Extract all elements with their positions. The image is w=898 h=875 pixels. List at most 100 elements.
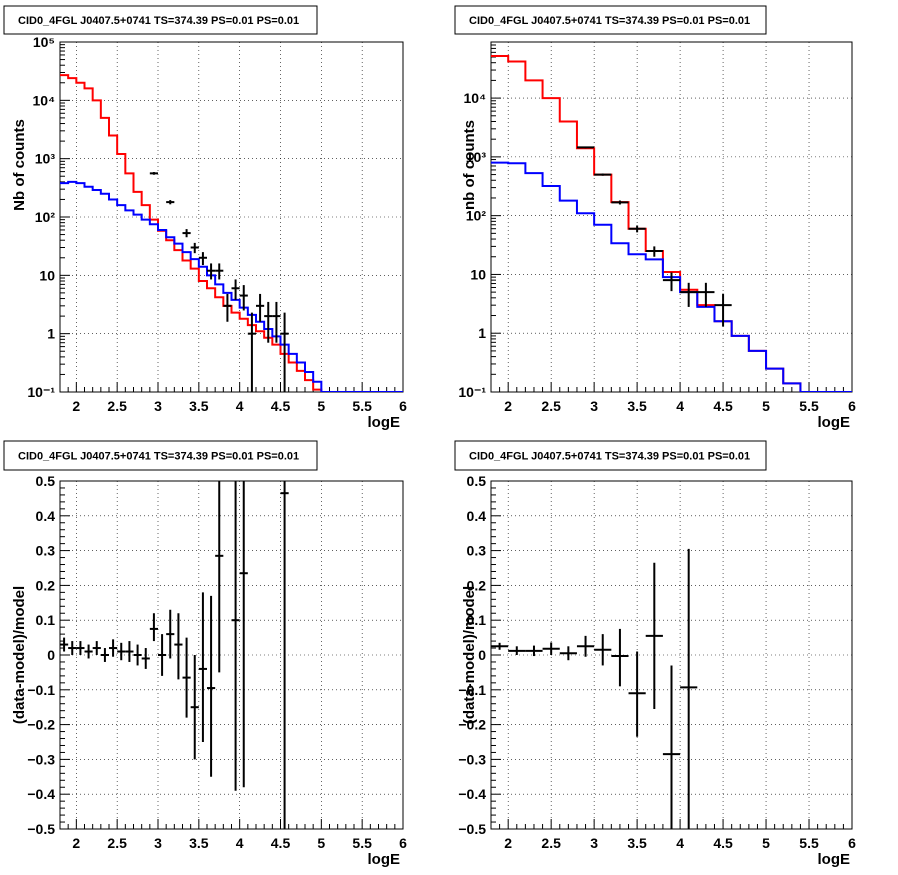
data-point	[223, 293, 232, 322]
x-tick-label: 5	[317, 398, 325, 414]
y-axis-label: nb of counts	[461, 120, 478, 210]
x-tick-label: 3	[590, 835, 598, 851]
plot-frame	[59, 480, 404, 830]
y-axis-label: (data-model)/model	[11, 586, 28, 724]
data-point	[272, 301, 281, 343]
y-tick-label: 0.3	[36, 543, 56, 559]
data-point	[117, 642, 126, 661]
y-tick-label: −0.2	[27, 717, 55, 733]
data-point	[542, 642, 560, 655]
data-point	[594, 173, 612, 176]
data-point	[264, 301, 273, 343]
data-point	[158, 634, 167, 676]
data-point	[680, 548, 698, 829]
y-tick-label: 0.1	[467, 612, 487, 628]
data-point	[84, 644, 93, 659]
x-tick-label: 6	[848, 835, 856, 851]
data-point	[611, 628, 629, 687]
y-tick-label: 0.1	[36, 612, 56, 628]
y-tick-label: 0.4	[467, 508, 487, 524]
x-tick-label: 3	[590, 398, 598, 414]
x-tick-label: 2	[72, 398, 80, 414]
background-histogram-blue	[491, 161, 852, 392]
data-point	[149, 613, 158, 642]
x-tick-label: 5	[317, 835, 325, 851]
y-axis-label: (data-model)/model	[461, 586, 478, 724]
y-tick-label: 10⁴	[464, 90, 487, 106]
x-tick-label: 3.5	[189, 398, 209, 414]
y-tick-label: 10⁵	[33, 34, 55, 50]
data-point	[207, 595, 216, 777]
data-point	[125, 641, 134, 662]
data-point	[611, 200, 629, 205]
x-tick-label: 4	[236, 835, 244, 851]
data-point	[645, 562, 663, 709]
y-tick-label: 0.4	[36, 508, 56, 524]
x-tick-label: 2.5	[107, 835, 127, 851]
data-point	[92, 641, 101, 655]
data-point	[182, 229, 191, 238]
x-tick-label: 6	[399, 835, 407, 851]
x-tick-label: 4	[676, 835, 684, 851]
data-point	[491, 642, 509, 650]
data-point	[198, 252, 207, 266]
data-point	[166, 200, 175, 205]
x-tick-label: 6	[399, 398, 407, 414]
x-tick-label: 4	[236, 398, 244, 414]
y-tick-label: −0.3	[27, 751, 55, 767]
data-point	[60, 637, 69, 652]
data-point	[239, 481, 248, 788]
x-axis-label: logE	[818, 414, 851, 431]
y-axis-label: Nb of counts	[11, 119, 28, 211]
plot-area	[491, 548, 698, 829]
data-point	[231, 279, 240, 300]
title-box	[3, 440, 318, 471]
data-point	[207, 263, 216, 280]
panel-2: 2 2.5 3 3.5 4 4.5 5 5.5 6 10⁻¹ 1 10 10² 10³ 10⁴ CID0_4F…	[454, 5, 856, 431]
data-point	[525, 645, 543, 657]
plot-frame	[59, 41, 404, 393]
y-tick-label: −0.2	[458, 717, 486, 733]
y-tick-label: 10⁴	[33, 92, 56, 108]
y-tick-label: 0	[478, 647, 486, 663]
x-tick-label: 4.5	[713, 398, 733, 414]
chart-title: CID0_4FGL J0407.5+0741 TS=374.39 PS=0.01…	[469, 15, 750, 27]
y-tick-label: 10²	[35, 209, 56, 225]
x-axis-label: logE	[818, 851, 851, 868]
data-point	[190, 242, 199, 254]
x-tick-label: 3.5	[627, 835, 647, 851]
plot-frame	[490, 41, 853, 393]
x-tick-label: 2	[504, 398, 512, 414]
data-point	[645, 246, 663, 257]
model-histogram-red	[60, 74, 403, 392]
x-tick-label: 5.5	[799, 398, 819, 414]
data-point	[628, 225, 646, 233]
y-tick-label: 10⁻¹	[458, 384, 486, 400]
data-point	[576, 146, 595, 149]
y-tick-label: −0.5	[458, 821, 486, 837]
data-point	[215, 481, 224, 673]
data-point	[697, 282, 715, 307]
panel-1: 2 2.5 3 3.5 4 4.5 5 5.5 6 10⁻¹ 1 10 10² 10³ 10⁴ 10⁵ CID0…	[3, 5, 407, 431]
x-tick-label: 2	[72, 835, 80, 851]
x-tick-label: 5	[762, 398, 770, 414]
y-tick-label: −0.1	[27, 682, 55, 698]
chart-title: CID0_4FGL J0407.5+0741 TS=374.39 PS=0.01…	[18, 451, 299, 463]
x-tick-label: 4	[676, 398, 684, 414]
y-tick-label: 10	[470, 266, 486, 282]
data-point	[280, 481, 289, 829]
data-point	[576, 635, 595, 657]
y-tick-label: 10³	[466, 149, 487, 165]
data-point	[594, 634, 612, 666]
chart-title: CID0_4FGL J0407.5+0741 TS=374.39 PS=0.01…	[469, 451, 750, 463]
data-point	[100, 648, 109, 662]
x-axis-label: logE	[368, 414, 401, 431]
x-axis-label: logE	[368, 851, 401, 868]
y-tick-label: 0.3	[467, 543, 487, 559]
data-point	[76, 641, 85, 655]
data-point	[133, 644, 142, 666]
data-point	[198, 592, 207, 742]
y-tick-label: 1	[478, 325, 486, 341]
y-tick-label: 10³	[35, 151, 56, 167]
